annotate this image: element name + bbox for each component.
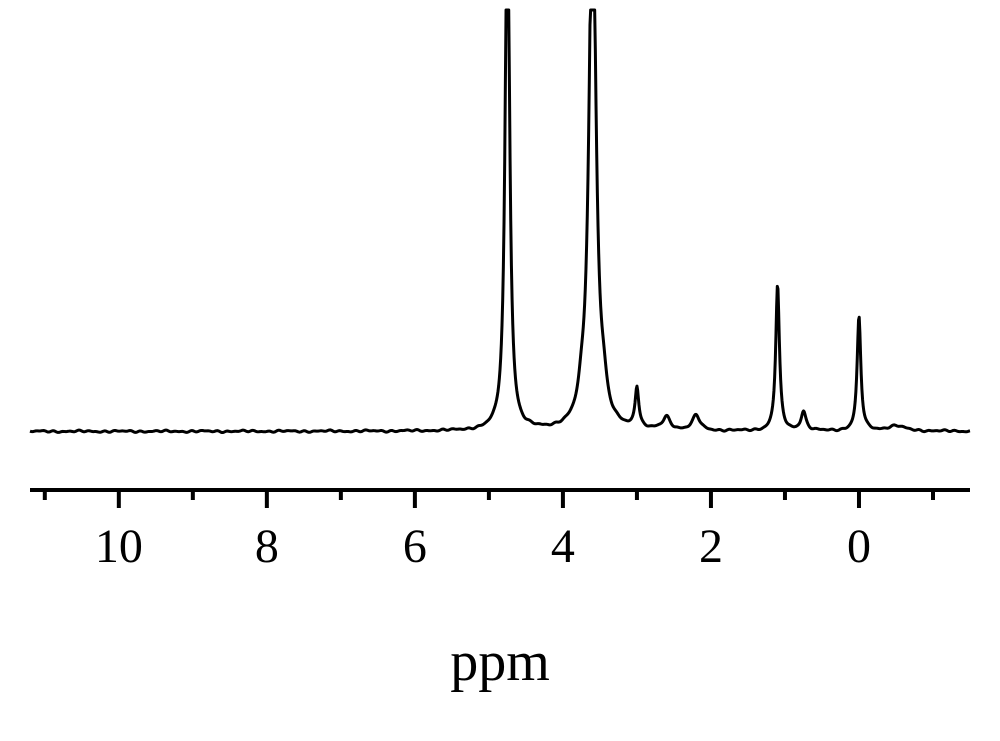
x-axis-label: ppm [450, 631, 550, 693]
x-tick-label: 10 [95, 520, 143, 573]
x-tick-label: 6 [403, 520, 427, 573]
x-tick-label: 4 [551, 520, 575, 573]
x-tick-label: 8 [255, 520, 279, 573]
nmr-svg: 10 8 6 4 2 0 ppm [0, 0, 1000, 741]
x-tick-label: 0 [847, 520, 871, 573]
spectrum-trace [30, 10, 970, 433]
nmr-chart: 10 8 6 4 2 0 ppm [0, 0, 1000, 741]
plot-area [30, 10, 970, 433]
x-axis: 10 8 6 4 2 0 [30, 490, 970, 573]
x-tick-label: 2 [699, 520, 723, 573]
